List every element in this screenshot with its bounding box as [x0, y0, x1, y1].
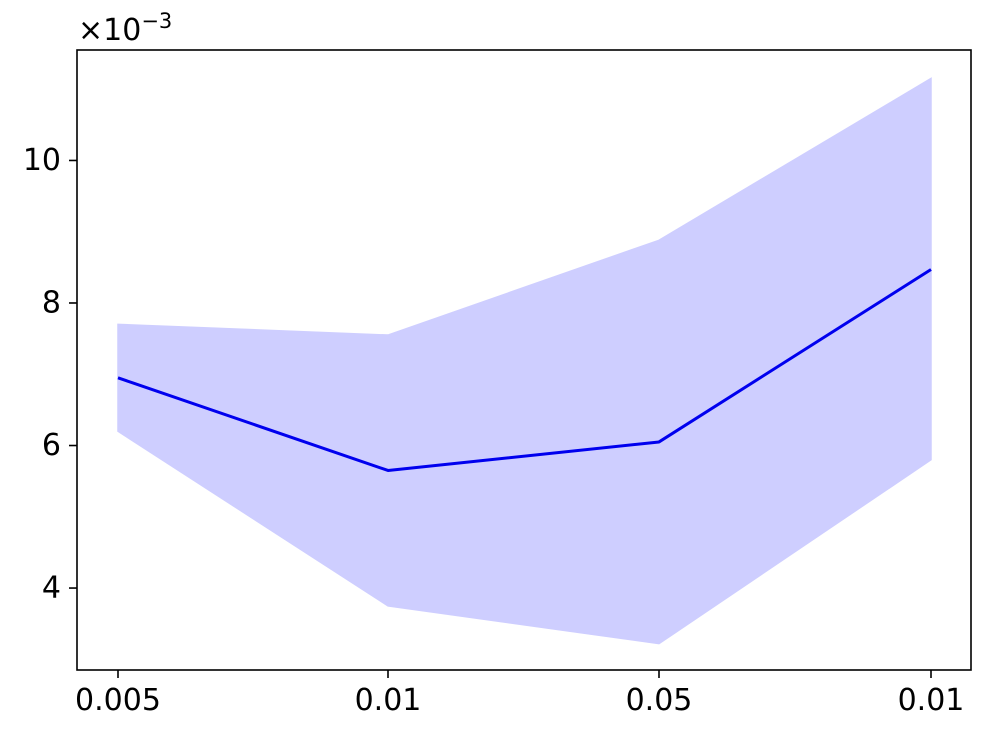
confidence-band [117, 77, 932, 645]
plot-frame [76, 49, 972, 671]
x-axis: 0.005 0.01 0.05 0.01 [75, 670, 964, 718]
y-tick-label: 4 [42, 571, 61, 606]
x-tick-label: 0.05 [626, 683, 693, 718]
x-tick-label: 0.01 [898, 683, 965, 718]
series-line-layer [117, 268, 932, 472]
y-tick-label: 8 [42, 285, 61, 320]
y-scale-label: ×10−3 [78, 9, 172, 48]
x-tick-label: 0.005 [75, 683, 161, 718]
series-line [117, 268, 932, 472]
y-scale-exponent: −3 [141, 9, 172, 33]
y-tick-label: 6 [42, 428, 61, 463]
y-scale-factor: ×10 [78, 13, 141, 48]
y-axis: 4 6 8 10 [23, 143, 77, 606]
y-tick-label: 10 [23, 143, 61, 178]
x-tick-label: 0.01 [355, 683, 422, 718]
confidence-band-layer [117, 77, 932, 645]
